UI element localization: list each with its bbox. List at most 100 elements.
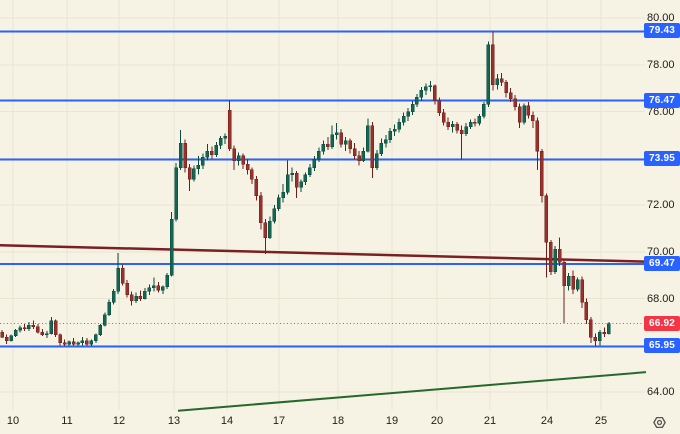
- candle-body: [174, 167, 178, 220]
- candle-body: [361, 150, 366, 161]
- candle-body: [214, 145, 219, 155]
- candle-body: [513, 98, 517, 108]
- candle-body: [415, 97, 419, 105]
- candle-body: [384, 139, 388, 144]
- candle-body: [18, 327, 22, 331]
- candle-body: [210, 150, 214, 155]
- candle-body: [602, 332, 607, 334]
- candle-body: [116, 267, 120, 292]
- candle-body: [0, 332, 4, 338]
- ascending-trendline[interactable]: [177, 371, 647, 412]
- price-axis-label: 68.00: [647, 292, 675, 305]
- candle-body: [441, 112, 446, 123]
- candle-body: [76, 342, 80, 345]
- settings-gear-button[interactable]: [648, 412, 670, 432]
- candle-body: [294, 173, 299, 188]
- price-axis-label: 70.00: [647, 245, 675, 258]
- candle-body: [531, 114, 535, 122]
- candle-body: [49, 320, 54, 334]
- candle-body: [589, 319, 593, 338]
- time-axis-label: 20: [430, 415, 444, 427]
- level-79-43-badge[interactable]: 79.43: [644, 23, 680, 39]
- candle-body: [290, 173, 294, 175]
- candle-body: [178, 142, 183, 168]
- level-76-47-badge[interactable]: 76.47: [644, 92, 680, 108]
- candle-body: [312, 159, 317, 168]
- time-axis-label: 18: [331, 415, 345, 427]
- candle-body: [201, 156, 205, 166]
- candle-body: [455, 124, 459, 131]
- candle-body: [161, 286, 165, 291]
- candle-body: [254, 179, 259, 196]
- candle-body: [598, 332, 602, 341]
- candle-body: [317, 150, 321, 160]
- candle-body: [499, 78, 504, 83]
- candle-body: [71, 341, 76, 345]
- candle-body: [473, 121, 477, 124]
- candle-body: [129, 294, 134, 302]
- candle-body: [40, 332, 45, 335]
- candle-body: [22, 327, 27, 330]
- candle-body: [196, 165, 201, 170]
- candle-body: [584, 301, 589, 320]
- candle-body: [522, 105, 526, 123]
- candle-body: [147, 287, 152, 292]
- time-axis-label: 19: [385, 415, 399, 427]
- candle-body: [433, 85, 437, 102]
- gear-icon: [652, 416, 666, 428]
- candle-body: [94, 334, 98, 341]
- candle-body: [482, 104, 486, 117]
- descending-trendline[interactable]: [0, 243, 646, 263]
- candle-body: [562, 262, 566, 286]
- candle-body: [281, 191, 285, 199]
- candle-body: [192, 168, 196, 180]
- candle-body: [259, 195, 263, 223]
- candle-body: [125, 283, 129, 296]
- candle-body: [464, 126, 468, 134]
- candle-body: [540, 150, 544, 196]
- candle-body: [58, 334, 62, 344]
- candle-body: [397, 121, 401, 130]
- time-axis-label: 12: [112, 415, 126, 427]
- candle-body: [272, 208, 277, 222]
- candle-body: [245, 163, 250, 171]
- candle-body: [85, 340, 89, 345]
- candle-body: [392, 128, 397, 132]
- candle-body: [223, 135, 227, 139]
- candle-body: [580, 279, 584, 303]
- candle-body: [366, 125, 370, 152]
- candle-body: [575, 279, 580, 290]
- candle-body: [103, 314, 107, 326]
- candle-body: [352, 148, 357, 157]
- time-axis-label: 14: [220, 415, 234, 427]
- level-65-95-badge[interactable]: 65.95: [644, 338, 680, 354]
- candle-body: [80, 340, 85, 344]
- candle-body: [566, 276, 571, 286]
- candle-body: [508, 92, 513, 99]
- candle-body: [98, 325, 103, 335]
- candle-body: [111, 291, 116, 303]
- time-scale[interactable]: 10 11 12 13 14 17 18 19 20 21 24 25: [0, 412, 645, 434]
- candle-body: [607, 323, 611, 334]
- candle-body: [263, 222, 268, 238]
- candle-body: [138, 295, 143, 299]
- candle-body: [120, 267, 125, 284]
- candle-body: [268, 221, 272, 238]
- candle-body: [67, 341, 71, 345]
- candle-body: [334, 132, 339, 136]
- price-scale[interactable]: 80.0078.0076.0074.0072.0070.0068.0066.00…: [644, 0, 680, 410]
- level-73-95-badge[interactable]: 73.95: [644, 151, 680, 167]
- candle-body: [428, 85, 433, 88]
- candle-body: [165, 274, 169, 288]
- candle-body: [299, 181, 303, 188]
- candle-body: [410, 104, 415, 112]
- candle-body: [544, 195, 549, 243]
- price-axis-label: 80.00: [647, 12, 675, 24]
- candle-body: [303, 174, 308, 182]
- time-axis-label: 25: [594, 415, 608, 427]
- current-price-line-badge[interactable]: 66.92: [644, 315, 680, 331]
- level-69-47-badge[interactable]: 69.47: [644, 256, 680, 272]
- candle-body: [53, 320, 58, 335]
- candle-body: [227, 110, 232, 150]
